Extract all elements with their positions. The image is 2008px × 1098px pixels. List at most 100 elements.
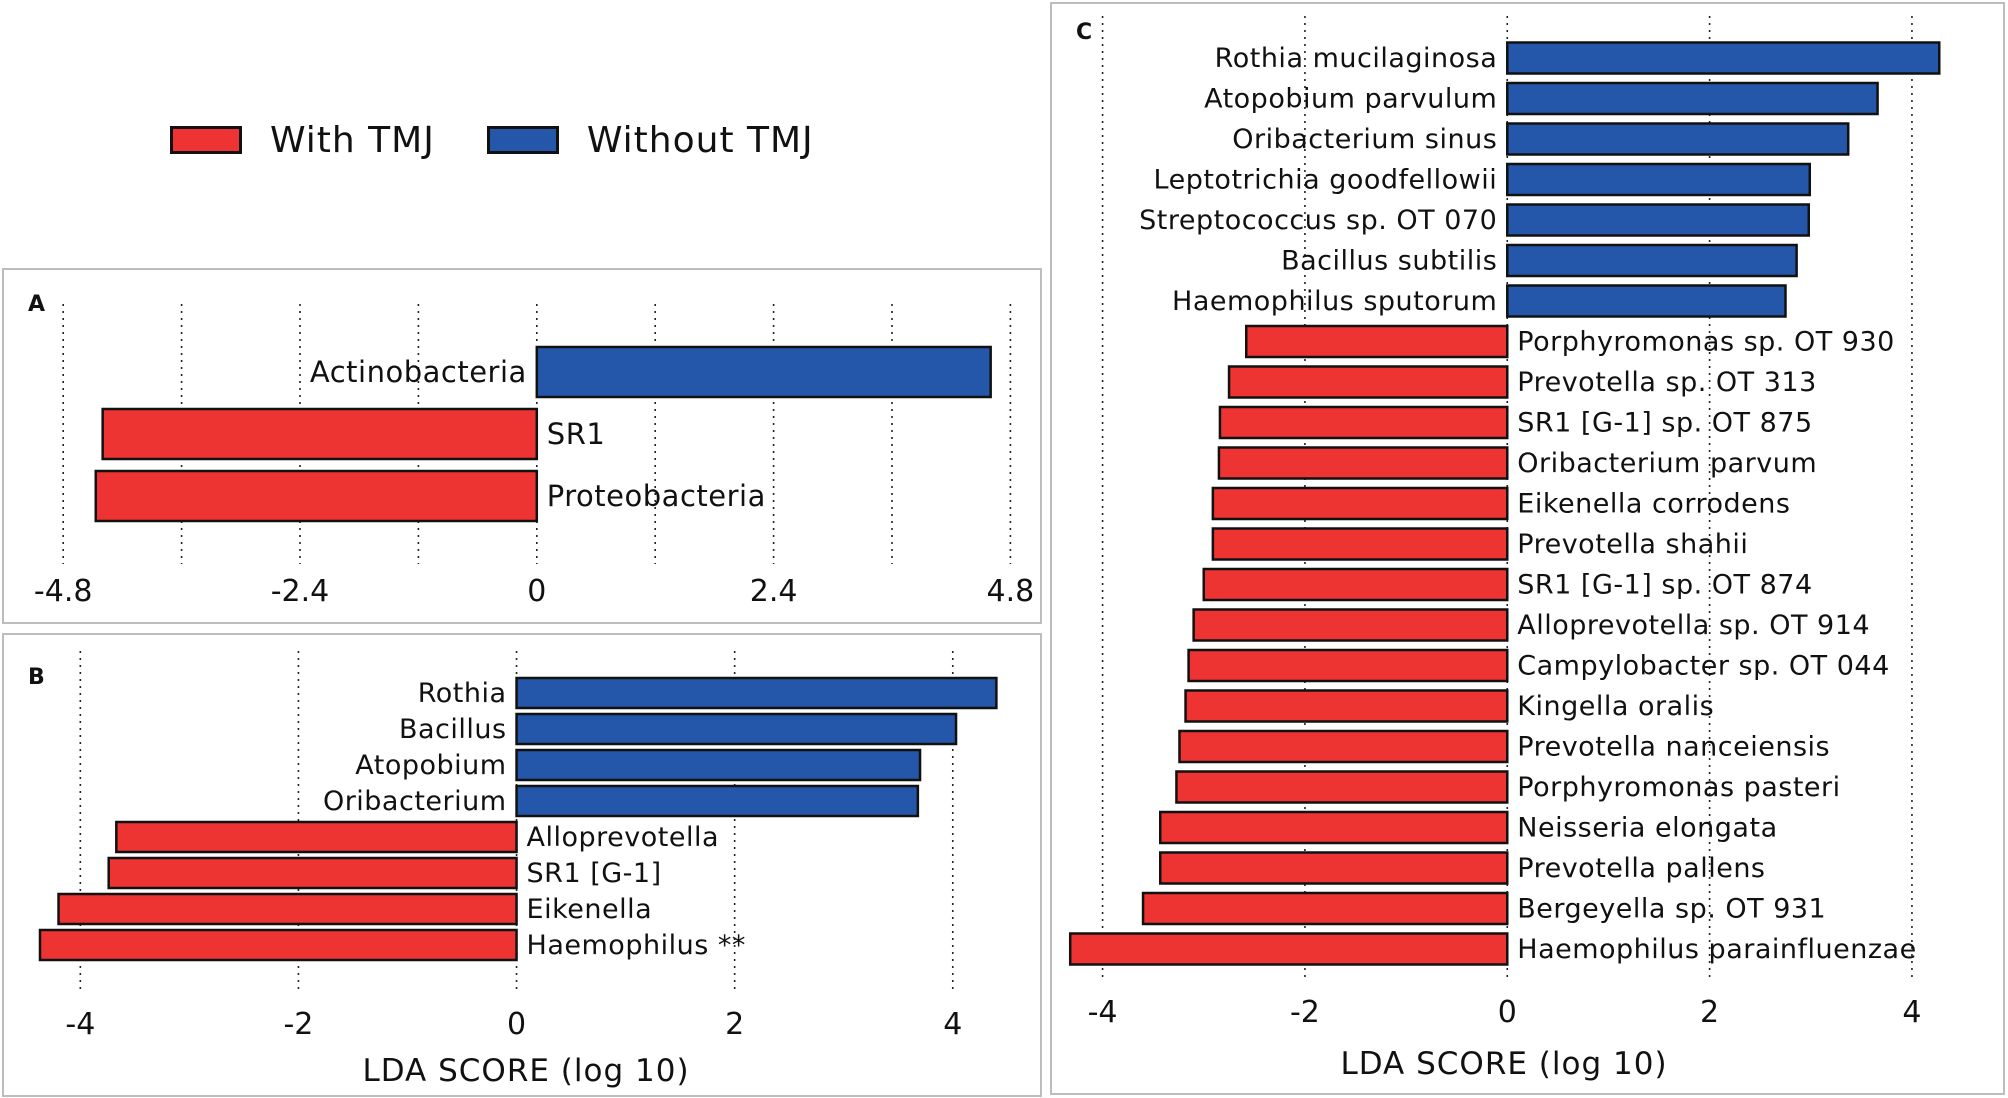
panel-c-bar-prevotella-nanceiensis xyxy=(1178,729,1509,764)
panel-b-bar-label-eikenella: Eikenella xyxy=(527,894,653,925)
panel-a-bar-label-proteobacteria: Proteobacteria xyxy=(547,479,766,513)
panel-a-label: A xyxy=(28,292,46,317)
panel-a-tick-label-3: 2.4 xyxy=(750,574,798,609)
panel-c-bar-label-haemophilus-parainfluenzae: Haemophilus parainfluenzae xyxy=(1517,934,1916,965)
panel-b-bar-label-alloprevotella: Alloprevotella xyxy=(527,822,720,853)
panel-c-bar-bacillus-subtilis xyxy=(1506,243,1798,278)
panel-b-bar-label-sr1-g-1: SR1 [G-1] xyxy=(527,858,662,889)
panel-b-bar-label-rothia: Rothia xyxy=(418,678,507,709)
panel-a-tick-label-2: 0 xyxy=(527,574,546,609)
panel-b-x-axis-label: LDA SCORE (log 10) xyxy=(362,1053,689,1089)
panel-c-bar-label-sr1-g-1-sp-ot-874: SR1 [G-1] sp. OT 874 xyxy=(1517,570,1812,601)
panel-c-bar-label-kingella-oralis: Kingella oralis xyxy=(1517,691,1714,722)
panel-a-tick-label-1: -2.4 xyxy=(271,574,330,609)
panel-c-tick-label-0: -4 xyxy=(1088,995,1118,1030)
panel-c-bar-label-sr1-g-1-sp-ot-875: SR1 [G-1] sp. OT 875 xyxy=(1517,408,1812,439)
panel-c-bar-bergeyella-sp-ot-931 xyxy=(1141,891,1509,926)
panel-c-bar-eikenella-corrodens xyxy=(1211,486,1509,521)
panel-a-plot: Actinobacteria SR1 Proteobacteria -4.8 -2.4 0… xyxy=(34,304,1035,609)
panel-c-bar-porphyromonas-sp-ot-930 xyxy=(1244,324,1509,359)
panel-c-bar-label-oribacterium-parvum: Oribacterium parvum xyxy=(1517,448,1817,479)
panel-b-tick-label-2: 0 xyxy=(507,1007,526,1042)
panel-c-bar-label-porphyromonas-sp-ot-930: Porphyromonas sp. OT 930 xyxy=(1517,327,1895,358)
panel-b-tick-label-4: 4 xyxy=(943,1007,962,1042)
panel-b-bar-eikenella xyxy=(57,892,518,926)
panel-c-bar-alloprevotella-sp-ot-914 xyxy=(1192,608,1509,642)
panel-a-chart: A Actinobacteria SR1 Proteobacteria -4.8 -2.… xyxy=(2,268,1042,624)
panel-c-bar-rothia-mucilaginosa xyxy=(1506,41,1941,75)
panel-c-bar-neisseria-elongata xyxy=(1159,810,1509,845)
panel-c-bar-label-prevotella-pallens: Prevotella pallens xyxy=(1517,853,1765,884)
panel-c-bar-label-alloprevotella-sp-ot-914: Alloprevotella sp. OT 914 xyxy=(1517,610,1870,641)
legend-item-without-tmj: Without TMJ xyxy=(486,119,814,161)
panel-c-bar-label-bacillus-subtilis: Bacillus subtilis xyxy=(1281,246,1497,277)
panel-c-bar-kingella-oralis xyxy=(1184,689,1509,723)
panel-c-bar-oribacterium-sinus xyxy=(1506,122,1850,156)
panel-c-bar-sr1-g-1-sp-ot-875 xyxy=(1218,405,1509,440)
panel-b-bar-bacillus xyxy=(515,712,958,746)
panel-b-chart: B Rothia Bacillus Atopobium Oribacterium All… xyxy=(2,633,1042,1097)
legend-swatch-with-tmj xyxy=(170,126,242,154)
legend: With TMJ Without TMJ xyxy=(170,110,866,170)
panel-c-bar-prevotella-shahii xyxy=(1211,527,1509,561)
panel-c-bar-label-campylobacter-sp-ot-044: Campylobacter sp. OT 044 xyxy=(1517,651,1889,682)
panel-c-tick-label-1: -2 xyxy=(1290,995,1320,1030)
panel-c-bar-label-leptotrichia-goodfellowii: Leptotrichia goodfellowii xyxy=(1154,165,1498,196)
panel-c-bar-prevotella-pallens xyxy=(1159,851,1509,885)
panel-b-bar-oribacterium xyxy=(515,784,920,818)
panel-b-plot: Rothia Bacillus Atopobium Oribacterium Allop… xyxy=(38,651,998,1089)
panel-a-bar-sr1 xyxy=(101,407,539,461)
panel-c-tick-label-4: 4 xyxy=(1902,995,1921,1030)
panel-c-bar-streptococcus-sp-ot-070 xyxy=(1506,203,1811,237)
panel-b-label: B xyxy=(28,665,45,690)
panel-c-bar-haemophilus-parainfluenzae xyxy=(1068,932,1509,966)
panel-b-bar-label-haemophilus: Haemophilus ** xyxy=(527,930,746,961)
panel-c-bar-label-haemophilus-sputorum: Haemophilus sputorum xyxy=(1172,286,1497,317)
panel-b-bar-haemophilus xyxy=(38,928,518,962)
panel-c-bar-label-prevotella-shahii: Prevotella shahii xyxy=(1517,529,1748,560)
panel-c-tick-label-2: 0 xyxy=(1498,995,1517,1030)
panel-c-chart: C Rothia mucilaginosa Atopobium parvulum O… xyxy=(1050,2,2005,1095)
panel-c-bar-porphyromonas-pasteri xyxy=(1175,770,1509,804)
panel-b-bar-label-oribacterium: Oribacterium xyxy=(323,786,507,817)
panel-b-bar-label-atopobium: Atopobium xyxy=(355,750,506,781)
panel-a-bar-actinobacteria xyxy=(535,345,992,399)
panel-c-plot: Rothia mucilaginosa Atopobium parvulum Ori… xyxy=(1068,16,1941,1082)
panel-b-bar-label-bacillus: Bacillus xyxy=(399,714,507,745)
panel-b-tick-label-0: -4 xyxy=(65,1007,95,1042)
panel-c-bar-sr1-g-1-sp-ot-874 xyxy=(1202,567,1509,602)
panel-c-bar-prevotella-sp-ot-313 xyxy=(1227,365,1509,399)
panel-c-bar-haemophilus-sputorum xyxy=(1506,284,1787,318)
panel-b-tick-label-3: 2 xyxy=(725,1007,744,1042)
panel-c-bar-label-eikenella-corrodens: Eikenella corrodens xyxy=(1517,489,1790,520)
panel-c-bar-label-bergeyella-sp-ot-931: Bergeyella sp. OT 931 xyxy=(1517,894,1826,925)
panel-c-bar-atopobium-parvulum xyxy=(1506,81,1879,116)
panel-c-tick-label-3: 2 xyxy=(1700,995,1719,1030)
panel-a-tick-label-4: 4.8 xyxy=(987,574,1035,609)
panel-c-bar-label-neisseria-elongata: Neisseria elongata xyxy=(1517,813,1777,844)
panel-c-bar-label-prevotella-sp-ot-313: Prevotella sp. OT 313 xyxy=(1517,367,1816,398)
panel-c-bar-label-oribacterium-sinus: Oribacterium sinus xyxy=(1232,124,1497,155)
panel-c-bar-label-streptococcus-sp-ot-070: Streptococcus sp. OT 070 xyxy=(1139,205,1497,236)
legend-swatch-without-tmj xyxy=(486,126,559,154)
panel-b-bar-alloprevotella xyxy=(115,820,518,854)
panel-a-tick-label-0: -4.8 xyxy=(34,574,93,609)
panel-c-bar-label-prevotella-nanceiensis: Prevotella nanceiensis xyxy=(1517,732,1830,763)
panel-b-bar-sr1-g-1 xyxy=(107,856,518,890)
panel-c-bar-campylobacter-sp-ot-044 xyxy=(1187,648,1509,683)
panel-c-bar-leptotrichia-goodfellowii xyxy=(1506,162,1812,197)
panel-c-label: C xyxy=(1076,20,1093,45)
panel-c-x-axis-label: LDA SCORE (log 10) xyxy=(1340,1046,1667,1082)
panel-c-bar-label-rothia-mucilaginosa: Rothia mucilaginosa xyxy=(1215,43,1498,74)
panel-c-bar-oribacterium-parvum xyxy=(1217,446,1509,480)
panel-a-bar-label-sr1: SR1 xyxy=(547,417,606,451)
panel-a-bar-label-actinobacteria: Actinobacteria xyxy=(310,355,527,389)
panel-b-tick-label-1: -2 xyxy=(283,1007,313,1042)
legend-label-without-tmj: Without TMJ xyxy=(586,119,814,161)
panel-c-bar-label-porphyromonas-pasteri: Porphyromonas pasteri xyxy=(1517,772,1840,803)
legend-item-with-tmj: With TMJ xyxy=(170,120,435,161)
legend-label-with-tmj: With TMJ xyxy=(270,119,435,161)
panel-c-bar-label-atopobium-parvulum: Atopobium parvulum xyxy=(1204,84,1497,115)
panel-a-bar-proteobacteria xyxy=(94,469,539,523)
panel-b-bar-rothia xyxy=(515,676,998,710)
